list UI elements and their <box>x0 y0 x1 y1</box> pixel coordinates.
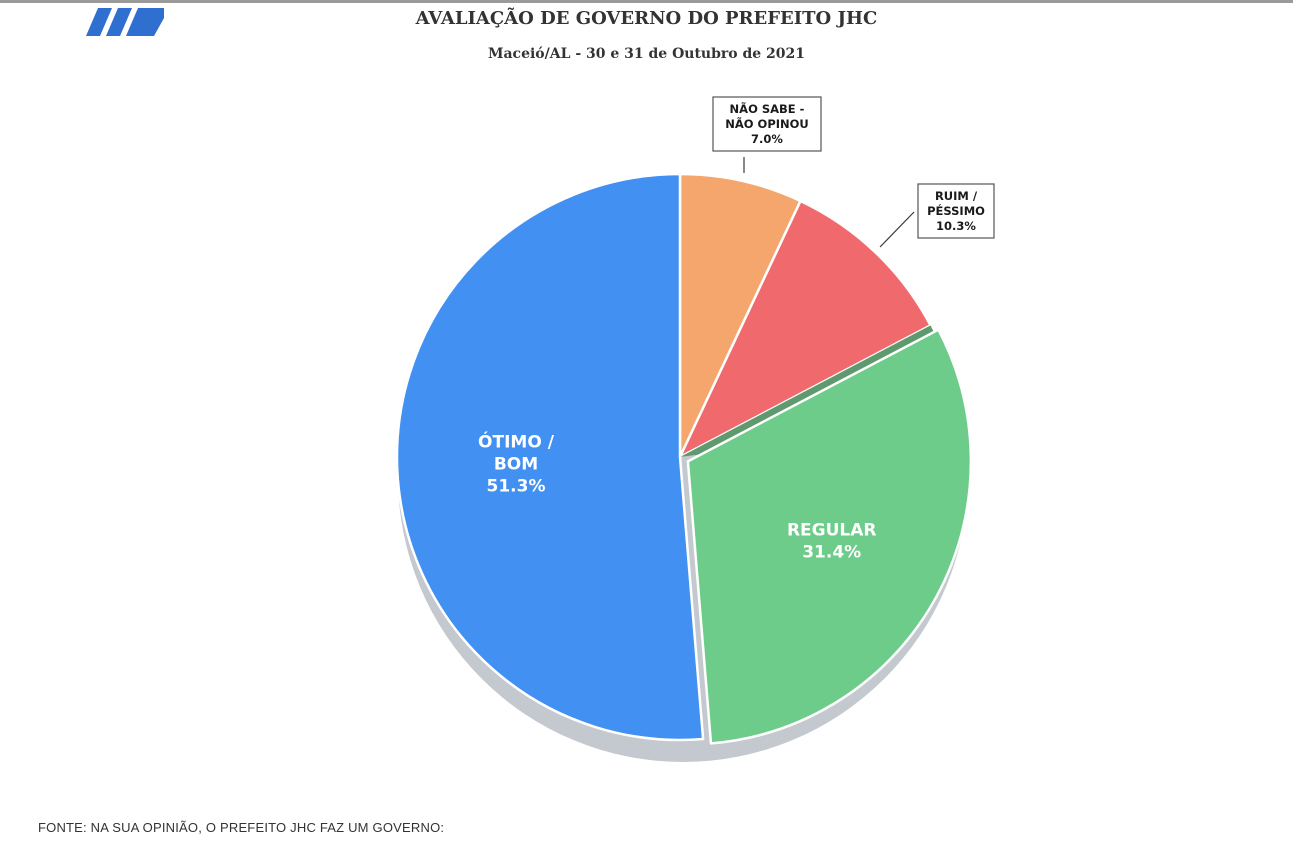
slice-value-label: 31.4% <box>802 542 861 562</box>
callout-value-label: 7.0% <box>751 132 783 146</box>
callout-box-nao-sabe-nao-opinou <box>712 96 822 152</box>
slice-value-label: 51.3% <box>487 477 546 497</box>
pie-slice-otimo-bom <box>395 172 705 742</box>
callout-box-ruim-pessimo <box>917 183 995 239</box>
logo-stripe-3 <box>126 8 164 36</box>
slice-category-label: REGULAR <box>787 520 877 540</box>
pie-slice-ruim-pessimo <box>678 199 932 459</box>
brand-logo <box>86 8 164 36</box>
pie-slices <box>395 172 973 745</box>
source-note: FONTE: NA SUA OPINIÃO, O PREFEITO JHC FA… <box>38 820 445 835</box>
slice-category-label: ÓTIMO / <box>478 431 555 453</box>
slice-category-label: BOM <box>494 455 538 475</box>
pie-slice-regular <box>686 328 973 745</box>
callout-leader-line <box>879 211 915 248</box>
chart-title: AVALIAÇÃO DE GOVERNO DO PREFEITO JHC <box>415 8 878 29</box>
callout-category-label: PÉSSIMO <box>927 203 985 218</box>
pie-slice-nao-sabe-nao-opinou <box>678 172 802 459</box>
callout-value-label: 10.3% <box>936 219 976 233</box>
top-rule <box>0 0 1293 3</box>
logo-stripe-2 <box>106 8 132 36</box>
logo-stripe-1 <box>86 8 112 36</box>
chart-subtitle: Maceió/AL - 30 e 31 de Outubro de 2021 <box>487 46 806 62</box>
callout-category-label: RUIM / <box>935 189 978 203</box>
callout-category-label: NÃO SABE - <box>730 101 805 116</box>
callout-category-label: NÃO OPINOU <box>725 116 809 131</box>
